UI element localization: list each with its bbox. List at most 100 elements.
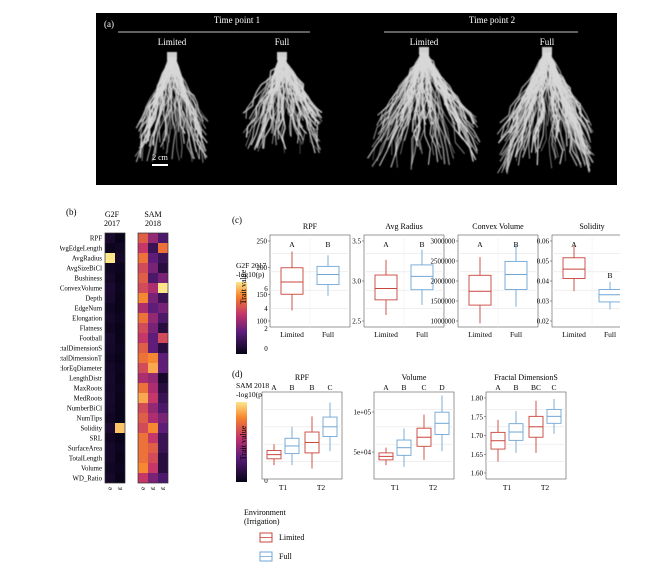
significance-letter: A xyxy=(383,383,389,392)
significance-letter: B xyxy=(419,240,424,249)
heatmap-cell-sam xyxy=(138,403,148,413)
heatmap-cell-sam xyxy=(158,313,168,323)
x-tick-label: T1 xyxy=(391,483,400,492)
heatmap-col-label: Genotype xyxy=(107,487,114,490)
g2f-title-line1: G2F xyxy=(105,210,120,219)
heatmap-cell-g2f xyxy=(105,243,115,253)
significance-letter: B xyxy=(513,240,518,249)
heatmap-row-label: AvgSizeBiCl xyxy=(66,266,102,273)
boxplot xyxy=(490,419,506,462)
heatmap-cell-sam xyxy=(148,363,158,373)
y-tick-label: 1500000 xyxy=(431,298,456,306)
heatmap-cell-sam xyxy=(138,343,148,353)
boxplot xyxy=(546,398,562,434)
heatmap-cell-g2f xyxy=(115,393,125,403)
heatmap-cell-g2f xyxy=(115,313,125,323)
heatmap-cell-g2f xyxy=(115,463,125,473)
y-tick-label: 0.04 xyxy=(537,278,550,286)
root-system xyxy=(496,47,595,175)
heatmap-cell-g2f xyxy=(115,473,125,483)
sam-title-line2: 2018 xyxy=(145,219,161,228)
heatmap-cell-g2f xyxy=(115,353,125,363)
heatmap-cell-sam xyxy=(138,253,148,263)
y-tick-label: 150 xyxy=(257,291,268,299)
x-tick-label: Full xyxy=(416,330,428,339)
y-tick-label: 1.60 xyxy=(471,470,484,478)
heatmap-cell-sam xyxy=(158,453,168,463)
heatmap-cell-sam xyxy=(148,353,158,363)
x-tick-label: Limited xyxy=(468,330,492,339)
heatmap-cell-sam xyxy=(158,253,168,263)
plot-title: Fractal DimensionS xyxy=(494,373,558,382)
legend-tick: 2 xyxy=(264,325,268,333)
root-system xyxy=(367,47,481,170)
heatmap-cell-g2f xyxy=(105,383,115,393)
heatmap-cell-sam xyxy=(148,403,158,413)
legend-tick: 6 xyxy=(264,285,268,293)
panel-d-plot: Fractal DimensionS 1.80 1.75 1.70 1.65 1.60 A B… xyxy=(471,373,567,492)
y-tick-label: 250 xyxy=(257,238,268,246)
heatmap-cell-g2f xyxy=(105,273,115,283)
boxplot xyxy=(266,444,282,466)
heatmap-cell-g2f xyxy=(105,353,115,363)
y-tick-label: 1.65 xyxy=(471,451,484,459)
heatmap-row-label: SRL xyxy=(90,436,102,443)
y-tick-label: 2000000 xyxy=(431,278,456,286)
heatmap-col-label: Genotype xyxy=(140,487,147,490)
root-system xyxy=(134,52,209,163)
legend-env-subtitle: (Irrigation) xyxy=(244,517,280,526)
root-images: (a) Time point 1 Time point 2 Limited Fu… xyxy=(104,15,595,175)
boxplot xyxy=(396,428,412,467)
y-tick-label: 2500000 xyxy=(431,258,456,266)
significance-letter: C xyxy=(551,383,556,392)
heatmap-row-label: HorEqDiameter xyxy=(60,366,103,373)
boxplot xyxy=(598,281,620,310)
tp1-limited-label: Limited xyxy=(158,37,187,47)
heatmap-cell-sam xyxy=(148,413,158,423)
heatmap-cell-sam xyxy=(138,293,148,303)
heatmap-cell-sam xyxy=(138,313,148,323)
heatmap-row-label: AvgEdgeLength xyxy=(60,246,103,253)
y-tick-label: 1000000 xyxy=(431,318,456,326)
heatmap-cell-g2f xyxy=(115,233,125,243)
heatmap-cell-sam xyxy=(158,363,168,373)
heatmap-cell-sam xyxy=(138,363,148,373)
y-tick-label: 100 xyxy=(257,318,268,326)
heatmap-cell-g2f xyxy=(105,453,115,463)
heatmap-cell-sam xyxy=(148,303,158,313)
legend-full-label: Full xyxy=(279,552,293,561)
significance-letter: A xyxy=(289,240,295,249)
boxplot xyxy=(562,245,586,292)
heatmap-cell-sam xyxy=(148,443,158,453)
plot-title: Avg Radius xyxy=(385,222,422,231)
heatmap-cell-g2f xyxy=(115,333,125,343)
panel-d-label: (d) xyxy=(232,369,243,379)
plot-title: Convex Volume xyxy=(472,222,524,231)
heatmap-cell-sam xyxy=(148,433,158,443)
tp1-full-label: Full xyxy=(275,37,290,47)
heatmap-cell-g2f xyxy=(115,453,125,463)
y-tick-label: 0.02 xyxy=(537,318,550,326)
heatmap-cell-g2f xyxy=(105,293,115,303)
heatmap-cell-g2f xyxy=(105,423,115,433)
scale-bar-label: 2 cm xyxy=(152,153,169,162)
heatmap-cell-sam xyxy=(158,343,168,353)
heatmap-cell-g2f xyxy=(115,403,125,413)
heatmap-cell-g2f xyxy=(115,423,125,433)
heatmap-cell-sam xyxy=(158,413,168,423)
y-tick-label: 1.80 xyxy=(471,395,484,403)
heatmap-cell-sam xyxy=(148,453,158,463)
heatmap-cell-sam xyxy=(148,243,158,253)
significance-letter: B xyxy=(401,383,406,392)
heatmap-cell-g2f xyxy=(105,343,115,353)
x-tick-label: Full xyxy=(322,330,334,339)
heatmap-cell-g2f xyxy=(105,313,115,323)
heatmap-row-label: EdgeNum xyxy=(74,306,102,313)
heatmap-row-label: MedRoots xyxy=(74,396,103,403)
boxplot xyxy=(322,402,338,452)
heatmap-cell-sam xyxy=(148,253,158,263)
y-tick-label: 1.75 xyxy=(471,413,484,421)
heatmap-cell-sam xyxy=(148,383,158,393)
